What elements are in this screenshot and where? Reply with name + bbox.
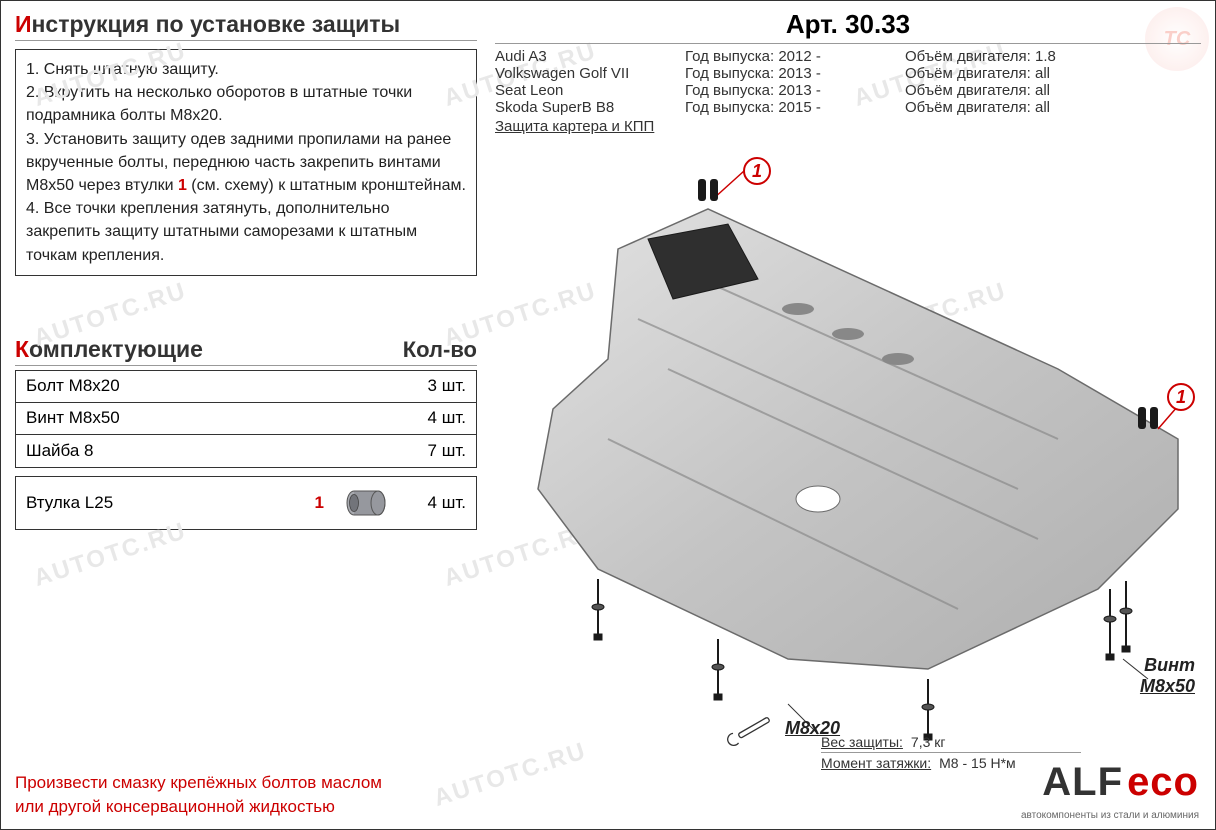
component-name: Болт М8х20 bbox=[26, 376, 396, 396]
article-value: 30.33 bbox=[845, 9, 910, 39]
component-name: Винт М8х50 bbox=[26, 408, 396, 428]
instruction-step: 3. Установить защиту одев задними пропил… bbox=[26, 128, 466, 198]
title-first-letter: И bbox=[15, 11, 32, 37]
weight-value: 7,3 кг bbox=[911, 734, 946, 750]
vehicle-model: Skoda SuperB B8 bbox=[495, 99, 685, 116]
table-row: Шайба 8 7 шт. bbox=[16, 435, 476, 467]
vehicle-row: Audi A3 Год выпуска: 2012 - Объём двигат… bbox=[495, 48, 1201, 65]
brand-alf: ALF bbox=[1042, 760, 1123, 805]
components-header: Комплектующие Кол-во bbox=[15, 336, 477, 366]
vehicle-row: Seat Leon Год выпуска: 2013 - Объём двиг… bbox=[495, 82, 1201, 99]
vehicle-year: Год выпуска: 2012 - bbox=[685, 48, 905, 65]
vehicle-row: Volkswagen Golf VII Год выпуска: 2013 - … bbox=[495, 65, 1201, 82]
vehicle-model: Volkswagen Golf VII bbox=[495, 65, 685, 82]
instruction-step: 1. Снять штатную защиту. bbox=[26, 58, 466, 81]
vehicle-engine: Объём двигателя: all bbox=[905, 82, 1201, 99]
instructions-title: Инструкция по установке защиты bbox=[15, 11, 477, 41]
vehicle-model: Seat Leon bbox=[495, 82, 685, 99]
step3-callout-num: 1 bbox=[178, 177, 187, 194]
component-name: Шайба 8 bbox=[26, 441, 396, 461]
table-row: Болт М8х20 3 шт. bbox=[16, 371, 476, 403]
component-name: Втулка L25 bbox=[26, 493, 303, 513]
footer-note-line: Произвести смазку крепёжных болтов масло… bbox=[15, 771, 477, 795]
weight-label: Вес защиты: bbox=[821, 734, 903, 750]
step3-part-b: (см. схему) к штатным кронштейнам. bbox=[187, 177, 466, 194]
skid-plate-diagram bbox=[495, 139, 1201, 779]
instructions-box: 1. Снять штатную защиту. 2. Вкрутить на … bbox=[15, 49, 477, 276]
brand-logo: ALFeco bbox=[1042, 760, 1199, 805]
components-first-letter: К bbox=[15, 336, 29, 362]
footer-note: Произвести смазку крепёжных болтов масло… bbox=[15, 751, 477, 819]
bushing-icon bbox=[336, 486, 396, 520]
vehicle-year: Год выпуска: 2015 - bbox=[685, 99, 905, 116]
protection-label: Защита картера и КПП bbox=[495, 116, 1201, 135]
vehicle-year: Год выпуска: 2013 - bbox=[685, 82, 905, 99]
diagram-area: 1 1 М8х20 Винт М8х50 bbox=[495, 139, 1201, 779]
footer-note-line: или другой консервационной жидкостью bbox=[15, 795, 477, 819]
vehicle-model: Audi A3 bbox=[495, 48, 685, 65]
bushing-table: Втулка L25 1 4 шт. bbox=[15, 476, 477, 530]
vehicle-engine: Объём двигателя: 1.8 bbox=[905, 48, 1201, 65]
components-table: Болт М8х20 3 шт. Винт М8х50 4 шт. Шайба … bbox=[15, 370, 477, 468]
table-row: Винт М8х50 4 шт. bbox=[16, 403, 476, 435]
page-container: AUTOTC.RU AUTOTC.RU AUTOTC.RU AUTOTC.RU … bbox=[0, 0, 1216, 830]
vehicle-grid: Audi A3 Год выпуска: 2012 - Объём двигат… bbox=[495, 48, 1201, 135]
callout-badge: 1 bbox=[1167, 383, 1195, 411]
components-title-rest: омплектующие bbox=[29, 336, 203, 362]
weight-row: Вес защиты: 7,3 кг bbox=[821, 732, 1081, 753]
article-label: Арт. bbox=[786, 9, 845, 39]
article-header: Арт. 30.33 bbox=[495, 9, 1201, 44]
screw-label-line: Винт bbox=[1140, 655, 1195, 676]
component-qty: 4 шт. bbox=[396, 408, 466, 428]
component-qty: 4 шт. bbox=[396, 493, 466, 513]
left-column: Инструкция по установке защиты 1. Снять … bbox=[1, 1, 491, 829]
component-qty: 7 шт. bbox=[396, 441, 466, 461]
qty-header: Кол-во bbox=[403, 337, 477, 363]
components-title: Комплектующие bbox=[15, 336, 203, 363]
component-callout-num: 1 bbox=[315, 493, 324, 513]
instruction-step: 2. Вкрутить на несколько оборотов в штат… bbox=[26, 81, 466, 127]
vehicle-engine: Объём двигателя: all bbox=[905, 99, 1201, 116]
vehicle-year: Год выпуска: 2013 - bbox=[685, 65, 905, 82]
screw-label-line: М8х50 bbox=[1140, 676, 1195, 697]
brand-subtitle: автокомпоненты из стали и алюминия bbox=[1021, 810, 1199, 821]
screw-label: Винт М8х50 bbox=[1140, 655, 1195, 697]
right-column: Арт. 30.33 Audi A3 Год выпуска: 2012 - О… bbox=[491, 1, 1215, 829]
table-separator bbox=[15, 468, 477, 476]
vehicle-row: Skoda SuperB B8 Год выпуска: 2015 - Объё… bbox=[495, 99, 1201, 116]
torque-label: Момент затяжки: bbox=[821, 755, 931, 771]
table-row: Втулка L25 1 4 шт. bbox=[16, 477, 476, 529]
component-qty: 3 шт. bbox=[396, 376, 466, 396]
instruction-step: 4. Все точки крепления затянуть, дополни… bbox=[26, 197, 466, 267]
vehicle-engine: Объём двигателя: all bbox=[905, 65, 1201, 82]
brand-eco: eco bbox=[1127, 760, 1199, 805]
title-rest: нструкция по установке защиты bbox=[32, 11, 401, 37]
callout-badge: 1 bbox=[743, 157, 771, 185]
torque-value: М8 - 15 Н*м bbox=[939, 755, 1016, 771]
